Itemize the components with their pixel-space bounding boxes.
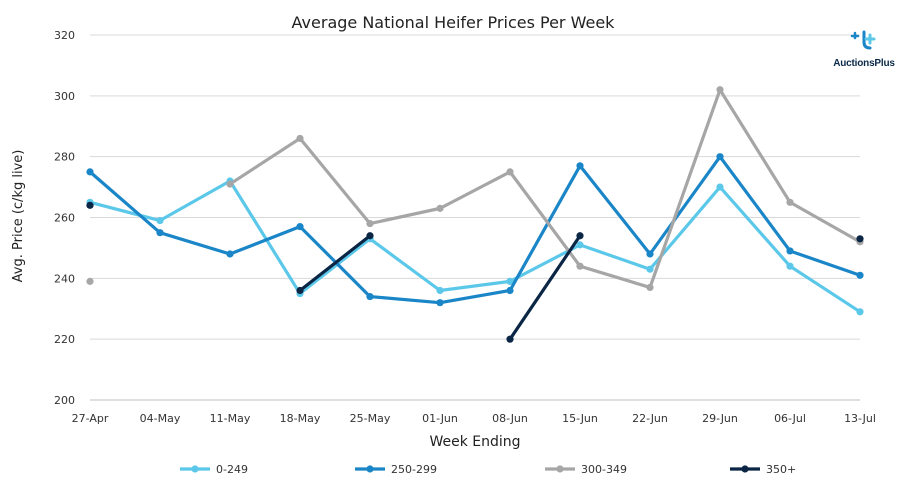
series-line: [228, 88, 862, 290]
x-tick-label: 11-May: [210, 412, 251, 425]
brand-logo: AuctionsPlus: [826, 30, 902, 69]
legend-label: 350+: [766, 463, 796, 476]
x-tick-label: 22-Jun: [632, 412, 668, 425]
x-tick-label: 25-May: [350, 412, 391, 425]
series-line: [88, 155, 862, 305]
legend-item: 300-349: [545, 463, 627, 476]
data-point: [226, 180, 234, 188]
y-tick-label: 280: [54, 151, 75, 164]
x-tick-label: 08-Jun: [492, 412, 528, 425]
data-point: [226, 250, 234, 258]
legend-item: 350+: [730, 463, 796, 476]
x-tick-label: 29-Jun: [702, 412, 738, 425]
data-point: [366, 219, 374, 228]
series-line: [298, 234, 372, 293]
chart-title: Average National Heifer Prices Per Week: [292, 13, 616, 32]
data-point: [856, 308, 864, 316]
data-point: [156, 216, 164, 225]
legend-item: 250-299: [355, 463, 437, 476]
y-tick-label: 320: [54, 29, 75, 42]
y-tick-label: 260: [54, 212, 75, 225]
data-point: [436, 286, 444, 295]
legend-swatch-marker: [741, 465, 749, 473]
data-point: [366, 292, 374, 301]
auctionsplus-logo-icon: [850, 30, 876, 50]
legend-swatch-marker: [556, 465, 564, 473]
data-point: [296, 134, 304, 143]
legend-swatch-marker: [191, 465, 199, 473]
x-tick-label: 04-May: [140, 412, 181, 425]
legend-label: 300-349: [581, 463, 627, 476]
x-tick-label: 27-Apr: [72, 412, 109, 425]
x-tick-label: 15-Jun: [562, 412, 598, 425]
data-point: [786, 262, 794, 270]
data-point: [646, 283, 654, 292]
data-point: [506, 168, 514, 176]
data-point: [786, 198, 794, 206]
data-point: [786, 247, 794, 255]
data-point: [436, 204, 444, 212]
data-point: [506, 286, 514, 295]
data-point: [646, 265, 654, 273]
data-point: [576, 241, 584, 249]
data-point: [716, 153, 724, 161]
data-point: [156, 229, 164, 237]
x-tick-label: 06-Jul: [774, 412, 806, 425]
y-axis-label: Avg. Price (c/kg live): [11, 150, 26, 283]
legend: 0-249 250-299 300-349 350+: [180, 463, 796, 476]
legend-label: 0-249: [216, 463, 248, 476]
data-point: [646, 250, 654, 258]
y-tick-label: 200: [54, 394, 75, 407]
y-tick-label: 300: [54, 90, 75, 103]
data-point: [86, 168, 94, 176]
series-250-299: [86, 153, 864, 307]
data-point: [716, 86, 724, 94]
data-point: [86, 277, 94, 285]
series-line: [88, 179, 862, 314]
legend-swatch-marker: [366, 465, 374, 473]
data-point: [576, 232, 584, 240]
y-tick-label: 240: [54, 272, 75, 285]
data-point: [576, 262, 584, 270]
data-point: [856, 271, 864, 279]
brand-name: AuctionsPlus: [833, 58, 895, 69]
legend-label: 250-299: [391, 463, 437, 476]
data-point: [506, 277, 514, 285]
x-tick-label: 18-May: [280, 412, 321, 425]
gridlines: [90, 34, 860, 401]
x-tick-label: 01-Jun: [422, 412, 458, 425]
data-point: [506, 335, 514, 343]
series-line: [508, 234, 582, 341]
data-point: [436, 299, 444, 307]
series-350+: [86, 201, 864, 343]
data-point: [296, 286, 304, 295]
data-point: [366, 232, 374, 240]
data-point: [856, 235, 864, 243]
y-tick-label: 220: [54, 333, 75, 346]
series-layer: [86, 86, 864, 343]
y-axis-ticks: 200 220 240 260 280 300 320: [54, 29, 75, 407]
data-point: [576, 162, 584, 170]
x-tick-label: 13-Jul: [844, 412, 876, 425]
x-axis-ticks: 27-Apr 04-May 11-May 18-May 25-May 01-Jun 08-J…: [72, 412, 876, 425]
data-point: [86, 201, 94, 209]
legend-item: 0-249: [180, 463, 248, 476]
series-300-349: [86, 86, 864, 292]
data-point: [716, 183, 724, 191]
data-point: [296, 223, 304, 231]
x-axis-label: Week Ending: [429, 434, 520, 450]
